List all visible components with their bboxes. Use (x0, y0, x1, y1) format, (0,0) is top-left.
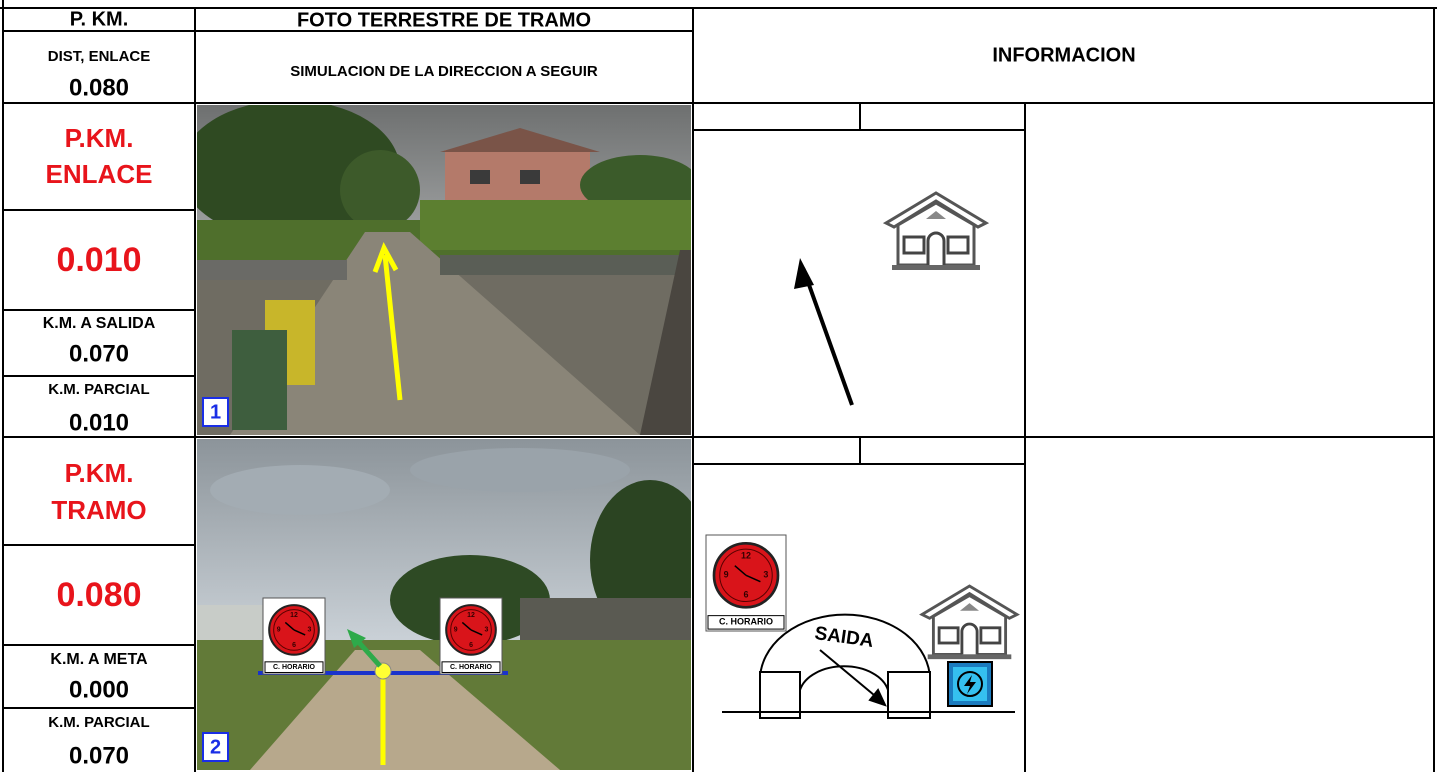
photo-number-box (202, 397, 229, 427)
clock-numeral: 9 (277, 627, 281, 634)
power-icon (947, 661, 993, 707)
clock-hand (470, 629, 483, 636)
partial-label: K.M. PARCIAL (48, 381, 149, 398)
time-control-sign: 12 3 6 9 C. HORARIO (439, 597, 503, 675)
clock-hand (284, 621, 295, 631)
exit-arch (722, 613, 1015, 719)
time-control-sign: 12 3 6 9 C. HORARIO (705, 534, 787, 632)
partial-value: 0.010 (69, 409, 129, 436)
house-icon (919, 584, 1020, 660)
time-control-sign: 12 3 6 9 C. HORARIO (262, 597, 326, 675)
house-roof (882, 191, 990, 229)
sign-label-bar (441, 661, 501, 673)
pkm-value: 0.010 (56, 241, 141, 279)
info-title: INFORMACION (992, 44, 1135, 66)
remaining-value: 0.070 (69, 340, 129, 367)
house-window (946, 235, 970, 255)
photo-title: FOTO TERRESTRE DE TRAMO (297, 9, 591, 31)
house-window (902, 235, 926, 255)
clock-numeral: 6 (292, 642, 296, 649)
partial-value: 0.070 (69, 742, 129, 769)
clock-ring (450, 609, 492, 651)
clock-numeral: 12 (467, 612, 475, 619)
house-base (927, 654, 1012, 660)
clock-numeral: 3 (307, 627, 311, 634)
clock-hand (461, 621, 472, 631)
house-window (979, 626, 1002, 645)
house-door (926, 231, 946, 265)
remaining-value: 0.000 (69, 676, 129, 703)
sign-label: C. HORARIO (450, 664, 493, 671)
clock-numeral: 12 (741, 550, 751, 560)
exit-label: SAIDA (813, 623, 875, 652)
house-roof (919, 584, 1020, 620)
clock-ring (719, 548, 773, 603)
header-pkm: P. KM. (70, 8, 129, 30)
house-icon (882, 191, 990, 270)
sign-label: C. HORARIO (719, 617, 773, 627)
clock-numeral: 3 (763, 570, 768, 580)
clock-hand (293, 629, 306, 636)
dist-label: DIST, ENLACE (48, 48, 151, 65)
photo-1 (197, 105, 691, 435)
photo-number-box (202, 732, 229, 762)
remaining-label: K.M. A META (50, 651, 148, 668)
house-vent (926, 211, 946, 219)
sign-label-bar (707, 615, 785, 630)
pkm-value: 0.080 (56, 576, 141, 614)
sign-label-bar (264, 661, 324, 673)
sign-label: C. HORARIO (273, 664, 316, 671)
dist-value: 0.080 (69, 74, 129, 101)
house-door (960, 622, 979, 655)
clock-numeral: 6 (469, 642, 473, 649)
clock-hand (734, 565, 747, 576)
clock-numeral: 9 (724, 570, 729, 580)
clock-numeral: 6 (744, 590, 749, 600)
pkm-label: P.KM. (65, 123, 134, 153)
pkm-label: ENLACE (46, 159, 153, 189)
partial-label: K.M. PARCIAL (48, 714, 149, 731)
remaining-label: K.M. A SALIDA (43, 315, 156, 332)
house-window (937, 626, 960, 645)
clock-ring (273, 609, 315, 651)
clock-hand (745, 574, 761, 583)
photo-number: 1 (210, 401, 221, 423)
clock-numeral: 9 (454, 627, 458, 634)
clock-numeral: 12 (290, 612, 298, 619)
house-base (892, 265, 980, 270)
pkm-label: P.KM. (65, 458, 134, 488)
photo-number: 2 (210, 736, 221, 758)
house-vent (960, 603, 979, 611)
photo-subtitle: SIMULACION DE LA DIRECCION A SEGUIR (290, 63, 598, 80)
pkm-label: TRAMO (51, 495, 146, 525)
clock-numeral: 3 (484, 627, 488, 634)
direction-arrow (794, 258, 854, 406)
